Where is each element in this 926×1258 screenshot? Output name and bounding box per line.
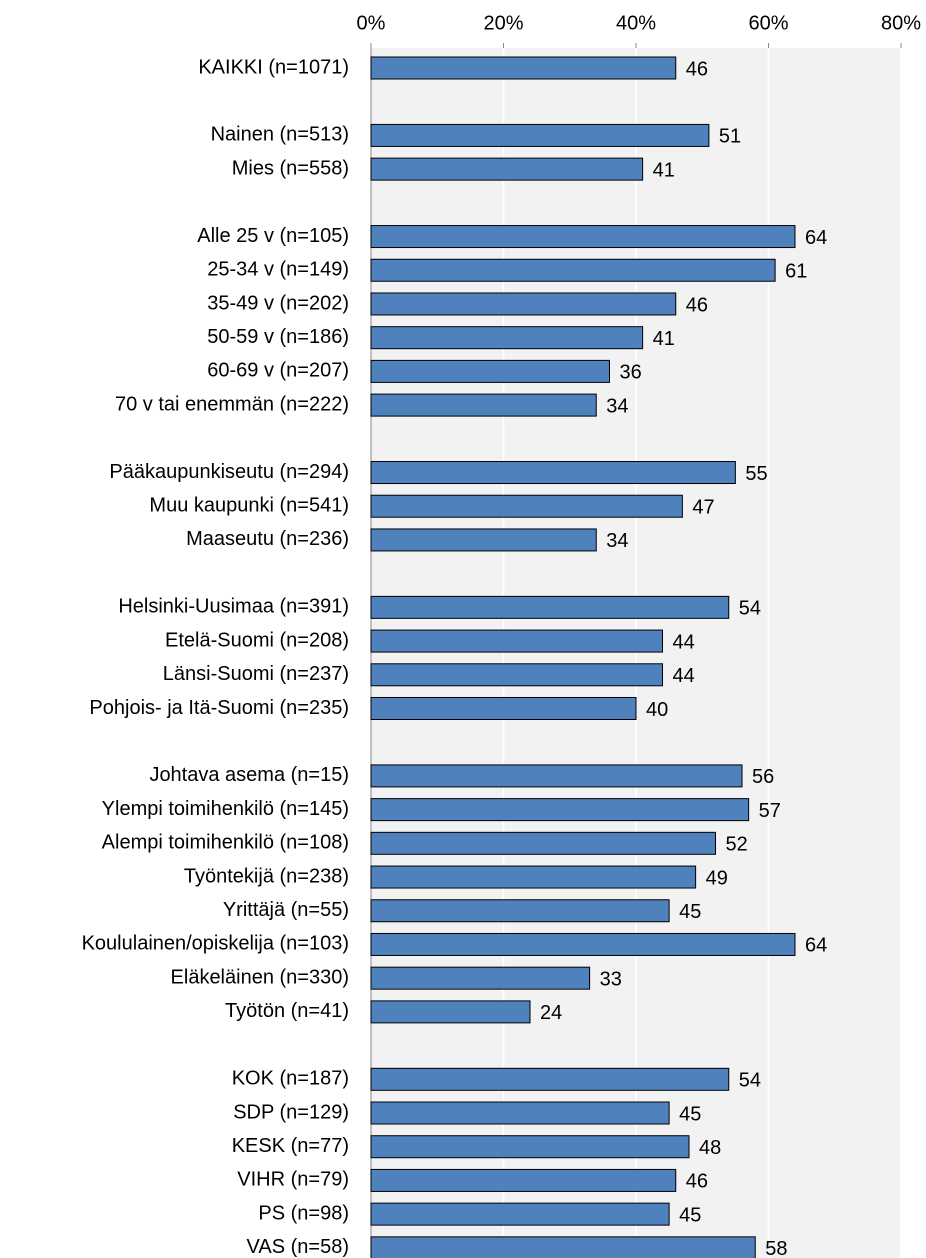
bar — [370, 258, 776, 282]
value-label: 41 — [653, 159, 675, 181]
bar — [370, 1236, 756, 1258]
bar — [370, 831, 716, 855]
y-tick-label: KOK (n=187) — [232, 1068, 349, 1090]
y-tick-label: Johtava asema (n=15) — [149, 764, 349, 786]
y-tick-label: KAIKKI (n=1071) — [198, 56, 349, 78]
bar — [370, 1202, 670, 1226]
value-label: 55 — [745, 463, 767, 485]
y-tick-label: 35-49 v (n=202) — [207, 292, 349, 314]
y-tick-label: Työntekijä (n=238) — [184, 865, 349, 887]
y-tick-label: Koululainen/opiskelija (n=103) — [82, 933, 349, 955]
y-tick-label: Pääkaupunkiseutu (n=294) — [109, 461, 349, 483]
value-label: 58 — [765, 1238, 787, 1258]
value-label: 45 — [679, 1204, 701, 1226]
bar — [370, 966, 591, 990]
bar — [370, 932, 796, 956]
value-label: 46 — [686, 58, 708, 80]
y-tick-label: Etelä-Suomi (n=208) — [165, 629, 349, 651]
bar — [370, 1101, 670, 1125]
y-tick-label: Ylempi toimihenkilö (n=145) — [102, 798, 349, 820]
value-label: 46 — [686, 1171, 708, 1193]
y-tick-label: VIHR (n=79) — [237, 1169, 349, 1191]
value-label: 33 — [600, 968, 622, 990]
value-label: 64 — [805, 935, 827, 957]
y-tick-label: Nainen (n=513) — [211, 124, 349, 146]
value-label: 34 — [606, 530, 628, 552]
y-tick-label: PS (n=98) — [258, 1202, 349, 1224]
bar — [370, 461, 736, 485]
y-tick-label: VAS (n=58) — [247, 1236, 349, 1258]
y-tick-label: 50-59 v (n=186) — [207, 326, 349, 348]
bar — [370, 393, 597, 417]
bar — [370, 528, 597, 552]
value-label: 49 — [706, 867, 728, 889]
y-tick-label: KESK (n=77) — [232, 1135, 349, 1157]
x-tick-label: 0% — [357, 12, 386, 34]
value-label: 54 — [739, 598, 761, 620]
bar — [370, 326, 644, 350]
bar — [370, 225, 796, 249]
value-label: 45 — [679, 1103, 701, 1125]
y-tick-label: Yrittäjä (n=55) — [223, 899, 349, 921]
bar — [370, 798, 750, 822]
y-tick-label: 70 v tai enemmän (n=222) — [115, 393, 349, 415]
value-label: 44 — [673, 631, 695, 653]
value-label: 54 — [739, 1070, 761, 1092]
y-tick-label: SDP (n=129) — [233, 1101, 349, 1123]
value-label: 24 — [540, 1002, 562, 1024]
y-tick-label: Helsinki-Uusimaa (n=391) — [118, 596, 349, 618]
bar — [370, 157, 644, 181]
value-label: 34 — [606, 395, 628, 417]
value-label: 64 — [805, 227, 827, 249]
bar — [370, 56, 677, 80]
value-label: 57 — [759, 800, 781, 822]
y-tick-label: Mies (n=558) — [232, 157, 349, 179]
value-label: 45 — [679, 901, 701, 923]
y-tick-label: 60-69 v (n=207) — [207, 360, 349, 382]
x-tick-label: 80% — [881, 12, 921, 34]
value-label: 41 — [653, 328, 675, 350]
bar — [370, 1168, 677, 1192]
bar — [370, 359, 610, 383]
value-label: 40 — [646, 699, 668, 721]
y-tick-label: Muu kaupunki (n=541) — [149, 495, 349, 517]
value-label: 56 — [752, 766, 774, 788]
bar — [370, 663, 663, 687]
y-tick-label: Maaseutu (n=236) — [186, 528, 349, 550]
y-tick-label: Alempi toimihenkilö (n=108) — [102, 832, 349, 854]
y-tick-label: Pohjois- ja Itä-Suomi (n=235) — [89, 697, 349, 719]
bar — [370, 1067, 730, 1091]
y-tick-label: Alle 25 v (n=105) — [197, 225, 349, 247]
bar — [370, 1135, 690, 1159]
value-label: 44 — [673, 665, 695, 687]
x-tick-label: 20% — [483, 12, 523, 34]
value-label: 47 — [692, 497, 714, 519]
bar — [370, 899, 670, 923]
value-label: 52 — [726, 834, 748, 856]
value-label: 46 — [686, 294, 708, 316]
x-tick-label: 60% — [748, 12, 788, 34]
value-label: 36 — [620, 362, 642, 384]
bar — [370, 629, 663, 653]
x-tick-label: 40% — [616, 12, 656, 34]
y-tick-label: Eläkeläinen (n=330) — [171, 966, 349, 988]
y-tick-label: Työtön (n=41) — [225, 1000, 349, 1022]
value-label: 61 — [785, 261, 807, 283]
value-label: 48 — [699, 1137, 721, 1159]
value-label: 51 — [719, 126, 741, 148]
y-tick-label: 25-34 v (n=149) — [207, 259, 349, 281]
y-tick-label: Länsi-Suomi (n=237) — [163, 663, 349, 685]
bar — [370, 1000, 531, 1024]
bar — [370, 764, 743, 788]
bar — [370, 595, 730, 619]
bar — [370, 865, 697, 889]
bar — [370, 494, 683, 518]
bar — [370, 123, 710, 147]
bar — [370, 292, 677, 316]
bar — [370, 696, 637, 720]
